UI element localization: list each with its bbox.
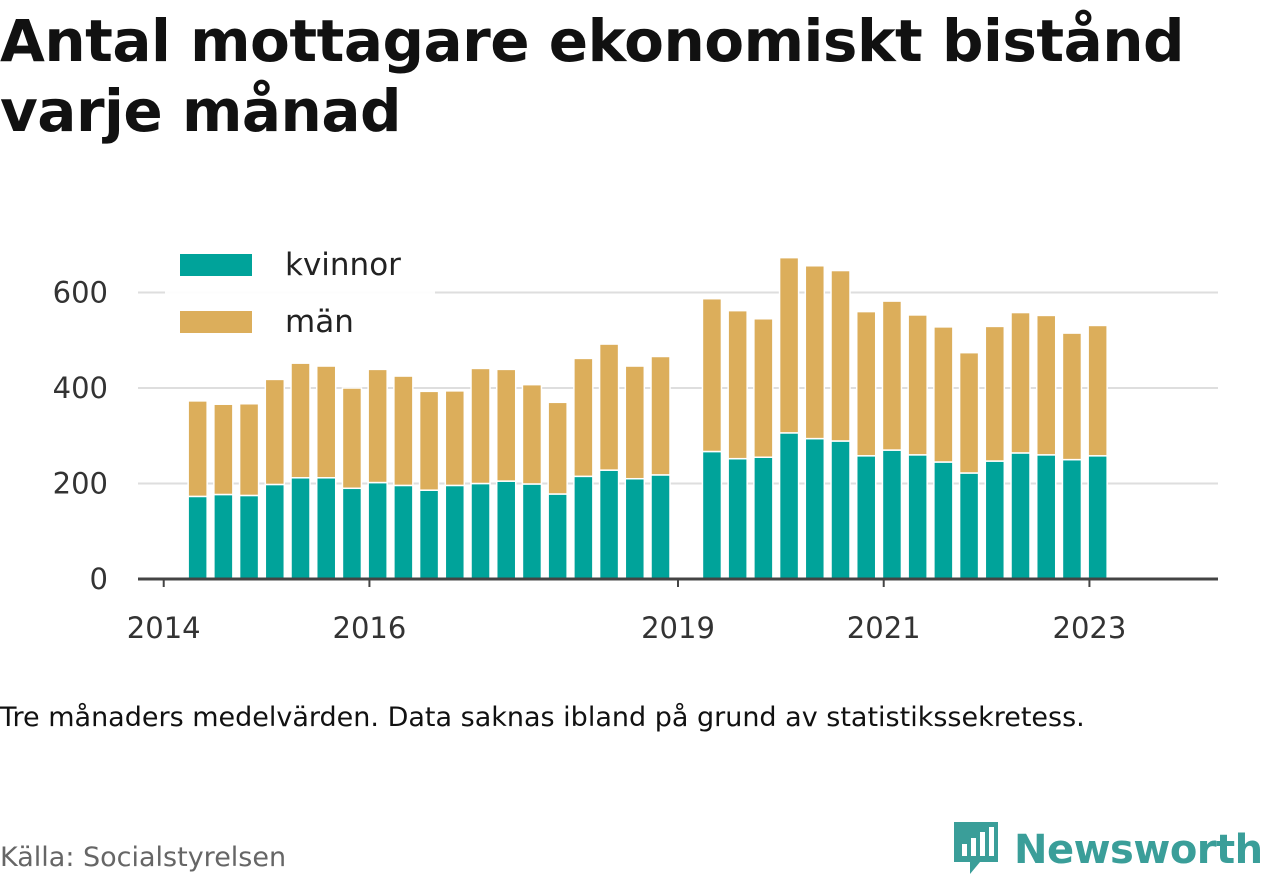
chart-title: Antal mottagare ekonomiskt bistånd varje… — [0, 7, 1185, 145]
bar-man — [367, 368, 388, 484]
bar-kvinnor — [495, 480, 517, 580]
bar-kvinnor — [418, 489, 440, 580]
bar-kvinnor — [650, 474, 671, 580]
bar-kvinnor — [855, 455, 877, 580]
bar-kvinnor — [573, 475, 594, 580]
bar-kvinnor — [238, 494, 260, 580]
bar-kvinnor — [264, 483, 286, 580]
bar-kvinnor — [341, 487, 363, 580]
bar-man — [701, 297, 723, 453]
bar-man — [444, 390, 466, 487]
bar-man — [238, 403, 260, 497]
bar-man — [753, 318, 774, 458]
bar-kvinnor — [778, 432, 800, 580]
bar-kvinnor — [830, 440, 851, 580]
bar-man — [1061, 332, 1083, 461]
bar-man — [650, 355, 671, 476]
bar-man — [933, 326, 954, 463]
bar-man — [958, 351, 980, 474]
legend-label: kvinnor — [285, 247, 401, 283]
bar-man — [598, 343, 620, 471]
legend: kvinnor män — [165, 240, 435, 352]
bar-man — [624, 365, 646, 480]
bar-kvinnor — [187, 495, 208, 580]
bar-kvinnor — [907, 454, 928, 580]
bar-kvinnor — [547, 493, 568, 580]
bar-kvinnor — [984, 460, 1006, 580]
bar-kvinnor — [1061, 458, 1083, 580]
bar-man — [727, 309, 748, 460]
bar-man — [393, 375, 414, 487]
bar-man — [1087, 324, 1108, 457]
brand-logo[interactable]: Newsworthy — [950, 818, 1262, 882]
x-tick-label: 2021 — [847, 611, 921, 645]
bar-man — [341, 387, 363, 490]
bar-kvinnor — [470, 482, 491, 580]
bar-man — [778, 256, 800, 434]
bar-man — [573, 357, 594, 478]
bar-man — [804, 265, 826, 440]
bar-kvinnor — [290, 477, 311, 580]
x-tick-label: 2016 — [333, 611, 407, 645]
bar-kvinnor — [933, 461, 954, 580]
y-tick-label: 200 — [53, 467, 108, 501]
bar-man — [495, 368, 517, 482]
bar-kvinnor — [624, 477, 646, 580]
bar-kvinnor — [521, 483, 543, 580]
bar-kvinnor — [753, 456, 774, 580]
legend-swatch-kvinnor — [180, 254, 252, 276]
bar-kvinnor — [727, 457, 748, 580]
bar-kvinnor — [315, 477, 337, 580]
x-tick-label: 2023 — [1053, 611, 1127, 645]
bar-man — [418, 390, 440, 491]
bar-man — [315, 365, 337, 479]
x-tick-label: 2014 — [127, 611, 201, 645]
bar-man — [187, 400, 208, 498]
bar-kvinnor — [444, 484, 466, 580]
x-tick-label: 2019 — [641, 611, 715, 645]
source-credit: Källa: Socialstyrelsen — [0, 842, 287, 873]
bar-kvinnor — [804, 437, 826, 580]
bar-man — [881, 300, 903, 451]
stacked-bar-chart: 0 200 400 600 2014 2016 2019 2021 2023 kvinnor mä… — [52, 240, 1218, 645]
y-tick-label: 600 — [53, 276, 108, 310]
bar-kvinnor — [1035, 454, 1057, 580]
brand-name: Newsworthy — [1014, 827, 1262, 873]
legend-swatch-man — [180, 311, 252, 333]
bar-man — [213, 403, 234, 496]
bar-kvinnor — [958, 472, 980, 580]
bar-kvinnor — [701, 450, 723, 580]
axes: 0 200 400 600 2014 2016 2019 2021 2023 — [53, 276, 1218, 645]
bar-man — [470, 367, 491, 485]
bar-man — [547, 401, 568, 495]
bar-man — [855, 310, 877, 457]
y-tick-label: 400 — [53, 371, 108, 405]
bar-man — [907, 314, 928, 456]
bar-kvinnor — [1010, 452, 1031, 580]
bar-kvinnor — [598, 469, 620, 580]
legend-label: män — [285, 304, 354, 340]
y-tick-label: 0 — [90, 562, 108, 596]
bar-man — [264, 378, 286, 486]
bar-man — [521, 383, 543, 485]
bar-chart-bubble-icon — [950, 818, 1002, 882]
bar-kvinnor — [213, 493, 234, 580]
bar-kvinnor — [393, 484, 414, 580]
chart-note: Tre månaders medelvärden. Data saknas ib… — [0, 702, 1085, 733]
bar-man — [1035, 314, 1057, 456]
bar-kvinnor — [367, 481, 388, 580]
bar-man — [1010, 311, 1031, 454]
bar-man — [830, 269, 851, 442]
bar-man — [290, 362, 311, 479]
bar-man — [984, 325, 1006, 462]
bar-kvinnor — [1087, 455, 1108, 580]
bar-kvinnor — [881, 449, 903, 580]
